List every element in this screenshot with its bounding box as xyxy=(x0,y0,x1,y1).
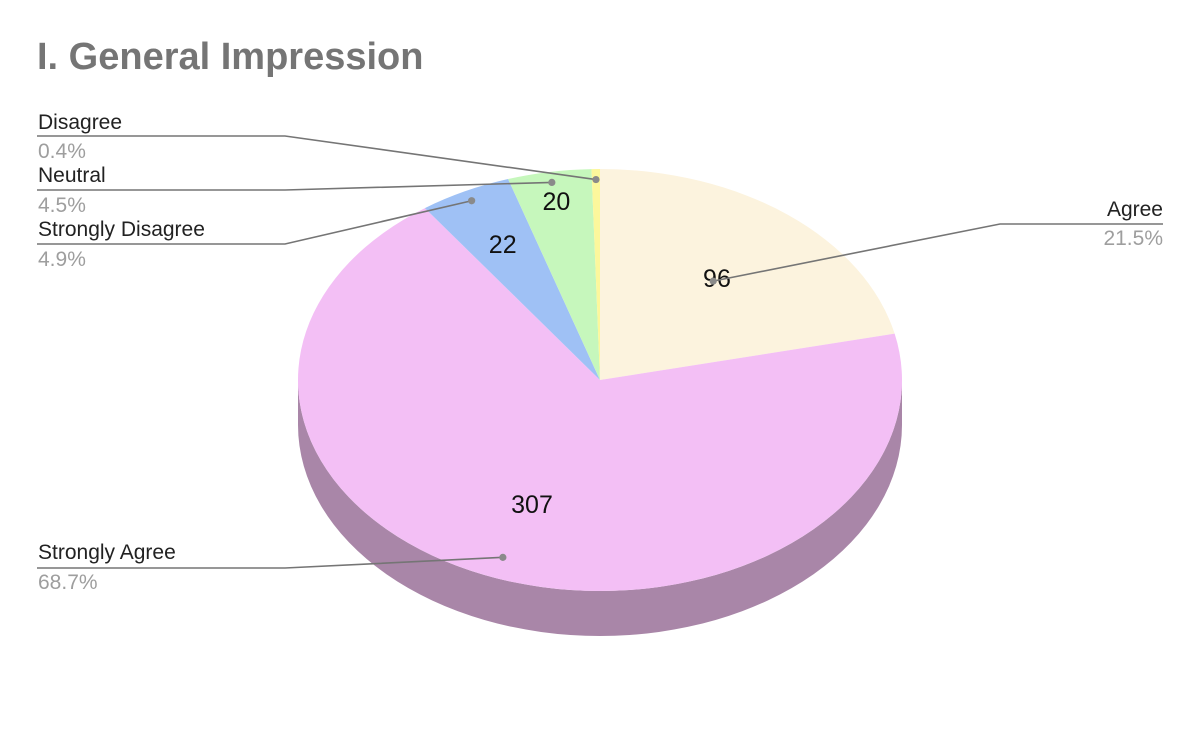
legend-percent-4: 0.4% xyxy=(38,140,86,163)
callouts: Agree 21.5% Strongly Agree 68.7% Strongly Di… xyxy=(37,111,1163,594)
leader-line-2 xyxy=(37,199,472,245)
slice-1 xyxy=(298,208,903,591)
value-label-3: 20 xyxy=(542,188,570,216)
leader-line-0 xyxy=(713,223,1163,282)
value-label-2: 22 xyxy=(489,231,517,259)
slice-3 xyxy=(508,169,600,380)
pie-slices xyxy=(298,169,903,591)
slice-4 xyxy=(591,169,600,380)
leader-dot-4 xyxy=(592,175,600,184)
pie-depth xyxy=(298,380,902,636)
leader-dot-1 xyxy=(499,553,507,561)
slice-side-1 xyxy=(298,380,902,636)
legend-percent-1: 68.7% xyxy=(38,571,98,594)
legend-percent-3: 4.5% xyxy=(38,194,86,217)
legend-label-1: Strongly Agree xyxy=(38,541,176,564)
legend-label-3: Neutral xyxy=(38,164,106,187)
leader-line-3 xyxy=(37,181,552,191)
legend-label-4: Disagree xyxy=(38,111,122,134)
leader-dot-0 xyxy=(709,277,717,285)
leader-line-4 xyxy=(37,135,597,181)
leader-dot-2 xyxy=(468,197,476,205)
legend-percent-0: 21.5% xyxy=(1103,227,1163,250)
value-label-1: 307 xyxy=(511,491,553,519)
legend-percent-2: 4.9% xyxy=(38,248,86,271)
chart-title: I. General Impression xyxy=(37,36,423,78)
legend-label-0: Agree xyxy=(1107,198,1163,221)
slice-2 xyxy=(424,179,600,380)
legend-label-2: Strongly Disagree xyxy=(38,218,205,241)
leader-dot-3 xyxy=(548,178,556,186)
leader-line-1 xyxy=(37,556,503,569)
